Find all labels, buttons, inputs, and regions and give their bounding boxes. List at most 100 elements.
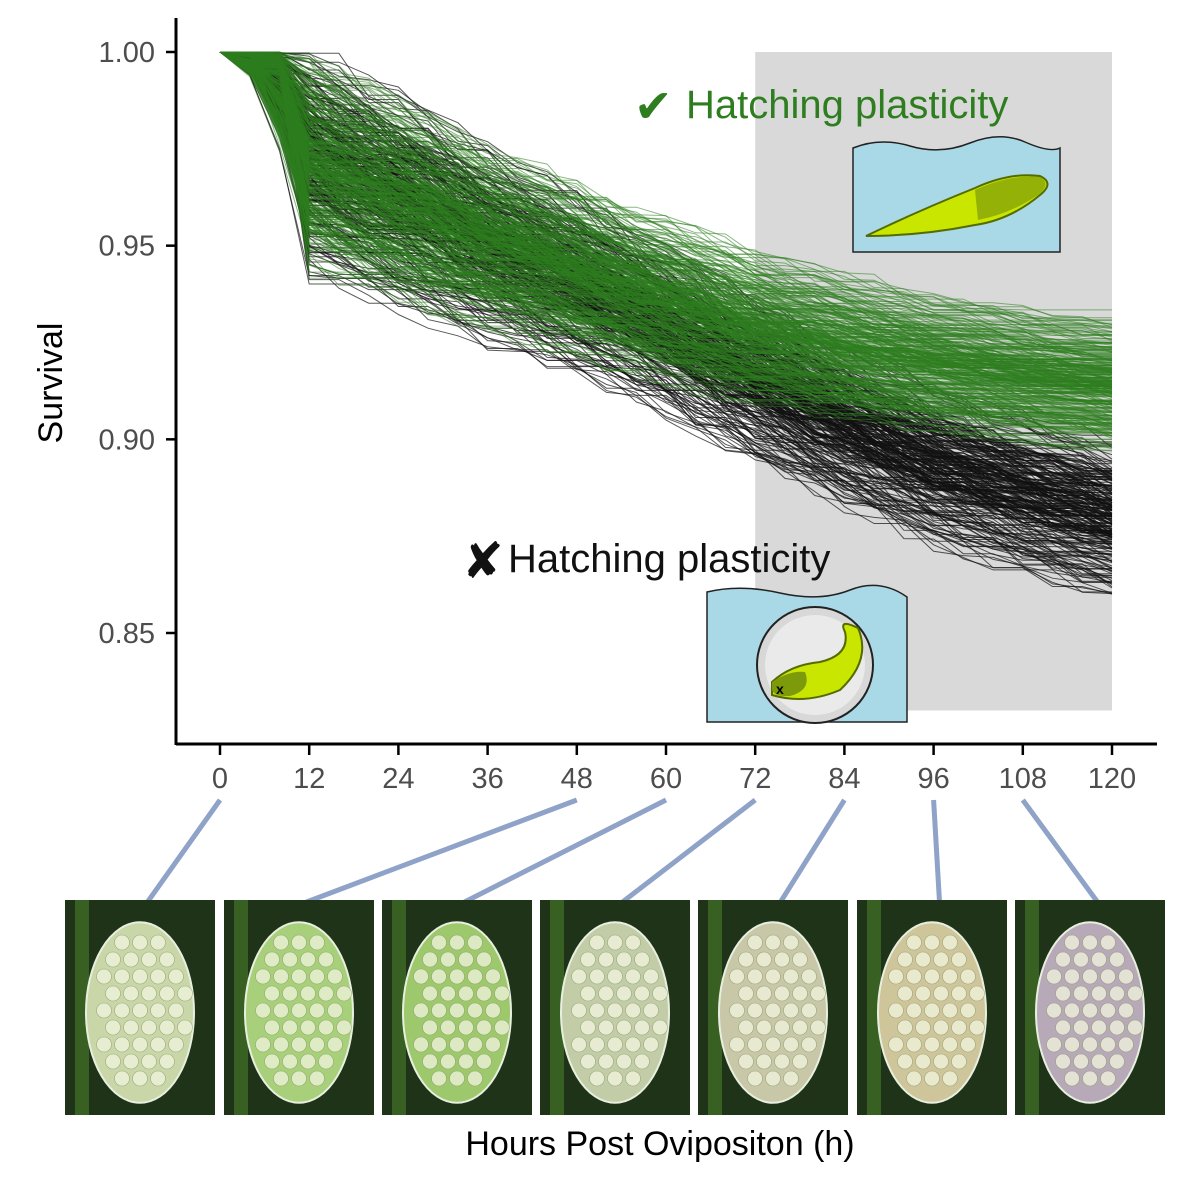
trajectory-line xyxy=(220,51,1113,326)
trajectory-line xyxy=(219,51,1113,386)
egg xyxy=(1127,1019,1143,1036)
trajectory-line xyxy=(219,51,1112,395)
trajectory-line xyxy=(219,51,1112,428)
egg xyxy=(431,934,447,951)
egg xyxy=(168,1002,184,1019)
egg xyxy=(1046,968,1062,985)
egg xyxy=(467,1070,483,1087)
egg xyxy=(282,1053,298,1070)
egg xyxy=(282,985,298,1002)
egg xyxy=(580,1053,596,1070)
egg xyxy=(458,951,474,968)
egg xyxy=(915,1019,931,1036)
egg xyxy=(906,1036,922,1053)
egg xyxy=(132,1036,148,1053)
egg xyxy=(942,1002,958,1019)
egg xyxy=(309,968,325,985)
egg xyxy=(810,1019,826,1036)
trajectory-line xyxy=(219,51,1113,329)
egg-clutch-photo-108h xyxy=(1015,900,1165,1115)
egg xyxy=(580,951,596,968)
trajectory-line xyxy=(219,51,1112,372)
egg xyxy=(1118,1002,1134,1019)
egg xyxy=(924,968,940,985)
egg xyxy=(897,1019,913,1036)
egg xyxy=(747,934,763,951)
egg xyxy=(291,1070,307,1087)
egg xyxy=(318,1053,334,1070)
egg xyxy=(309,934,325,951)
egg xyxy=(643,968,659,985)
egg xyxy=(114,1036,130,1053)
annotation-green-label: Hatching plasticity xyxy=(686,83,1008,127)
egg xyxy=(643,1002,659,1019)
egg xyxy=(132,1070,148,1087)
cross-icon: ✘ xyxy=(462,532,504,590)
egg xyxy=(598,1053,614,1070)
egg xyxy=(431,968,447,985)
egg xyxy=(625,1070,641,1087)
trajectory-line xyxy=(219,51,1112,352)
egg xyxy=(634,1053,650,1070)
egg xyxy=(422,1019,438,1036)
trajectory-line xyxy=(219,51,1113,539)
egg xyxy=(792,985,808,1002)
egg xyxy=(1064,1002,1080,1019)
egg xyxy=(264,1053,280,1070)
egg xyxy=(625,934,641,951)
egg xyxy=(607,1070,623,1087)
egg xyxy=(440,1053,456,1070)
egg xyxy=(607,1002,623,1019)
egg xyxy=(933,1053,949,1070)
egg xyxy=(105,985,121,1002)
egg xyxy=(449,1070,465,1087)
egg xyxy=(738,951,754,968)
egg xyxy=(141,1019,157,1036)
connector-line xyxy=(145,798,223,904)
trajectory-line xyxy=(219,51,1113,440)
egg xyxy=(422,985,438,1002)
trajectory-line xyxy=(219,51,1112,327)
egg xyxy=(960,1036,976,1053)
trajectory-line xyxy=(219,51,1112,372)
egg xyxy=(1073,1053,1089,1070)
egg xyxy=(774,985,790,1002)
egg xyxy=(264,951,280,968)
egg xyxy=(476,1019,492,1036)
egg xyxy=(159,951,175,968)
egg xyxy=(571,968,587,985)
egg xyxy=(915,1053,931,1070)
egg xyxy=(969,1019,985,1036)
egg xyxy=(1082,1070,1098,1087)
egg xyxy=(933,951,949,968)
egg xyxy=(616,1019,632,1036)
egg xyxy=(960,1002,976,1019)
egg xyxy=(792,1053,808,1070)
check-icon: ✔ xyxy=(634,79,673,133)
egg xyxy=(756,985,772,1002)
egg xyxy=(933,985,949,1002)
egg xyxy=(625,968,641,985)
egg xyxy=(440,951,456,968)
egg xyxy=(291,1002,307,1019)
connector-line xyxy=(931,799,942,903)
egg xyxy=(589,934,605,951)
trajectory-line xyxy=(219,51,1112,363)
trajectory-line xyxy=(219,51,1112,354)
trajectory-line xyxy=(219,51,1112,348)
egg xyxy=(652,1019,668,1036)
egg xyxy=(422,1053,438,1070)
egg xyxy=(598,985,614,1002)
egg xyxy=(467,968,483,985)
egg xyxy=(449,1002,465,1019)
x-tick-label: 108 xyxy=(999,763,1047,795)
y-tick-label: 1.00 xyxy=(99,37,155,69)
trajectory-line xyxy=(219,51,1113,595)
egg xyxy=(327,1036,343,1053)
egg xyxy=(114,934,130,951)
egg xyxy=(150,1036,166,1053)
egg xyxy=(765,968,781,985)
egg xyxy=(255,1002,271,1019)
egg xyxy=(114,968,130,985)
egg xyxy=(616,951,632,968)
